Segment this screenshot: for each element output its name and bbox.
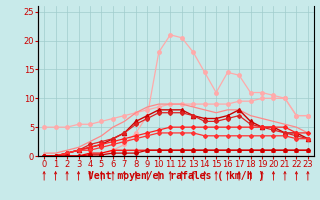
X-axis label: Vent moyen/en rafales ( km/h ): Vent moyen/en rafales ( km/h ) [88, 171, 264, 181]
